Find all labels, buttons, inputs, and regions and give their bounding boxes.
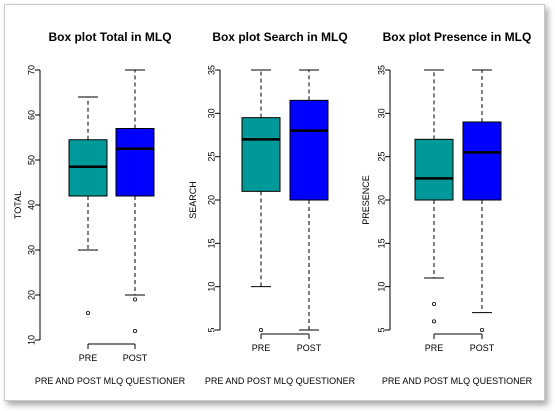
y-tick-label: 30 bbox=[26, 245, 36, 255]
y-axis-label: TOTAL bbox=[13, 191, 23, 219]
x-tick-label-post: POST bbox=[470, 343, 495, 353]
box-iqr bbox=[115, 128, 155, 197]
figure-frame bbox=[4, 4, 545, 401]
y-axis-label: SEARCH bbox=[188, 181, 198, 219]
y-tick-label: 5 bbox=[206, 327, 216, 332]
y-tick-label: 35 bbox=[206, 65, 216, 75]
box-iqr bbox=[289, 99, 329, 201]
outlier-point bbox=[258, 327, 263, 332]
y-tick-label: 30 bbox=[206, 108, 216, 118]
y-tick-label: 35 bbox=[376, 65, 386, 75]
y-tick-label: 5 bbox=[376, 327, 386, 332]
outlier-point bbox=[479, 327, 484, 332]
y-tick-label: 20 bbox=[376, 195, 386, 205]
x-axis-label: PRE AND POST MLQ QUESTIONER bbox=[382, 376, 533, 386]
chart-title: Box plot Total in MLQ bbox=[48, 30, 171, 44]
y-tick-label: 40 bbox=[26, 200, 36, 210]
outlier-point bbox=[132, 328, 137, 333]
box-iqr bbox=[414, 138, 454, 201]
outlier-point bbox=[132, 297, 137, 302]
y-tick-label: 70 bbox=[26, 65, 36, 75]
chart-panel-2: Box plot Search in MLQ 5 10 15 20 25 30 35 SEARC… bbox=[188, 30, 356, 386]
boxplot-post bbox=[115, 69, 155, 333]
y-tick-label: 20 bbox=[26, 290, 36, 300]
y-tick-label: 10 bbox=[26, 335, 36, 345]
x-tick-label-post: POST bbox=[123, 353, 148, 363]
x-tick-label-post: POST bbox=[297, 343, 322, 353]
outlier-point bbox=[86, 310, 91, 315]
y-axis-label: PRESENCE bbox=[361, 175, 371, 225]
boxplot-pre bbox=[414, 69, 454, 324]
y-tick-label: 25 bbox=[376, 152, 386, 162]
x-axis-label: PRE AND POST MLQ QUESTIONER bbox=[35, 376, 186, 386]
chart-panel-1: Box plot Total in MLQ 10 20 30 40 50 60 70 TOTAL… bbox=[13, 30, 186, 386]
y-tick-label: 60 bbox=[26, 110, 36, 120]
boxplot-post bbox=[289, 69, 329, 331]
y-tick-label: 30 bbox=[376, 108, 386, 118]
chart-title: Box plot Search in MLQ bbox=[212, 30, 347, 44]
boxplot-pre bbox=[68, 96, 108, 315]
y-tick-label: 25 bbox=[206, 152, 216, 162]
y-tick-label: 15 bbox=[206, 238, 216, 248]
x-axis-label: PRE AND POST MLQ QUESTIONER bbox=[205, 376, 356, 386]
y-tick-label: 10 bbox=[376, 282, 386, 292]
boxplot-pre bbox=[241, 69, 281, 332]
x-tick-label-pre: PRE bbox=[425, 343, 444, 353]
box-iqr bbox=[241, 117, 281, 192]
y-tick-label: 15 bbox=[376, 238, 386, 248]
chart-panel-3: Box plot Presence in MLQ 5 10 15 20 25 30 35 PRE… bbox=[361, 30, 533, 386]
y-tick-label: 10 bbox=[206, 282, 216, 292]
y-tick-label: 50 bbox=[26, 155, 36, 165]
x-tick-label-pre: PRE bbox=[79, 353, 98, 363]
boxplot-post bbox=[462, 69, 502, 332]
outlier-point bbox=[431, 301, 436, 306]
box-iqr bbox=[462, 121, 502, 201]
x-tick-label-pre: PRE bbox=[252, 343, 271, 353]
outlier-point bbox=[431, 319, 436, 324]
y-tick-label: 20 bbox=[206, 195, 216, 205]
chart-title: Box plot Presence in MLQ bbox=[383, 30, 532, 44]
